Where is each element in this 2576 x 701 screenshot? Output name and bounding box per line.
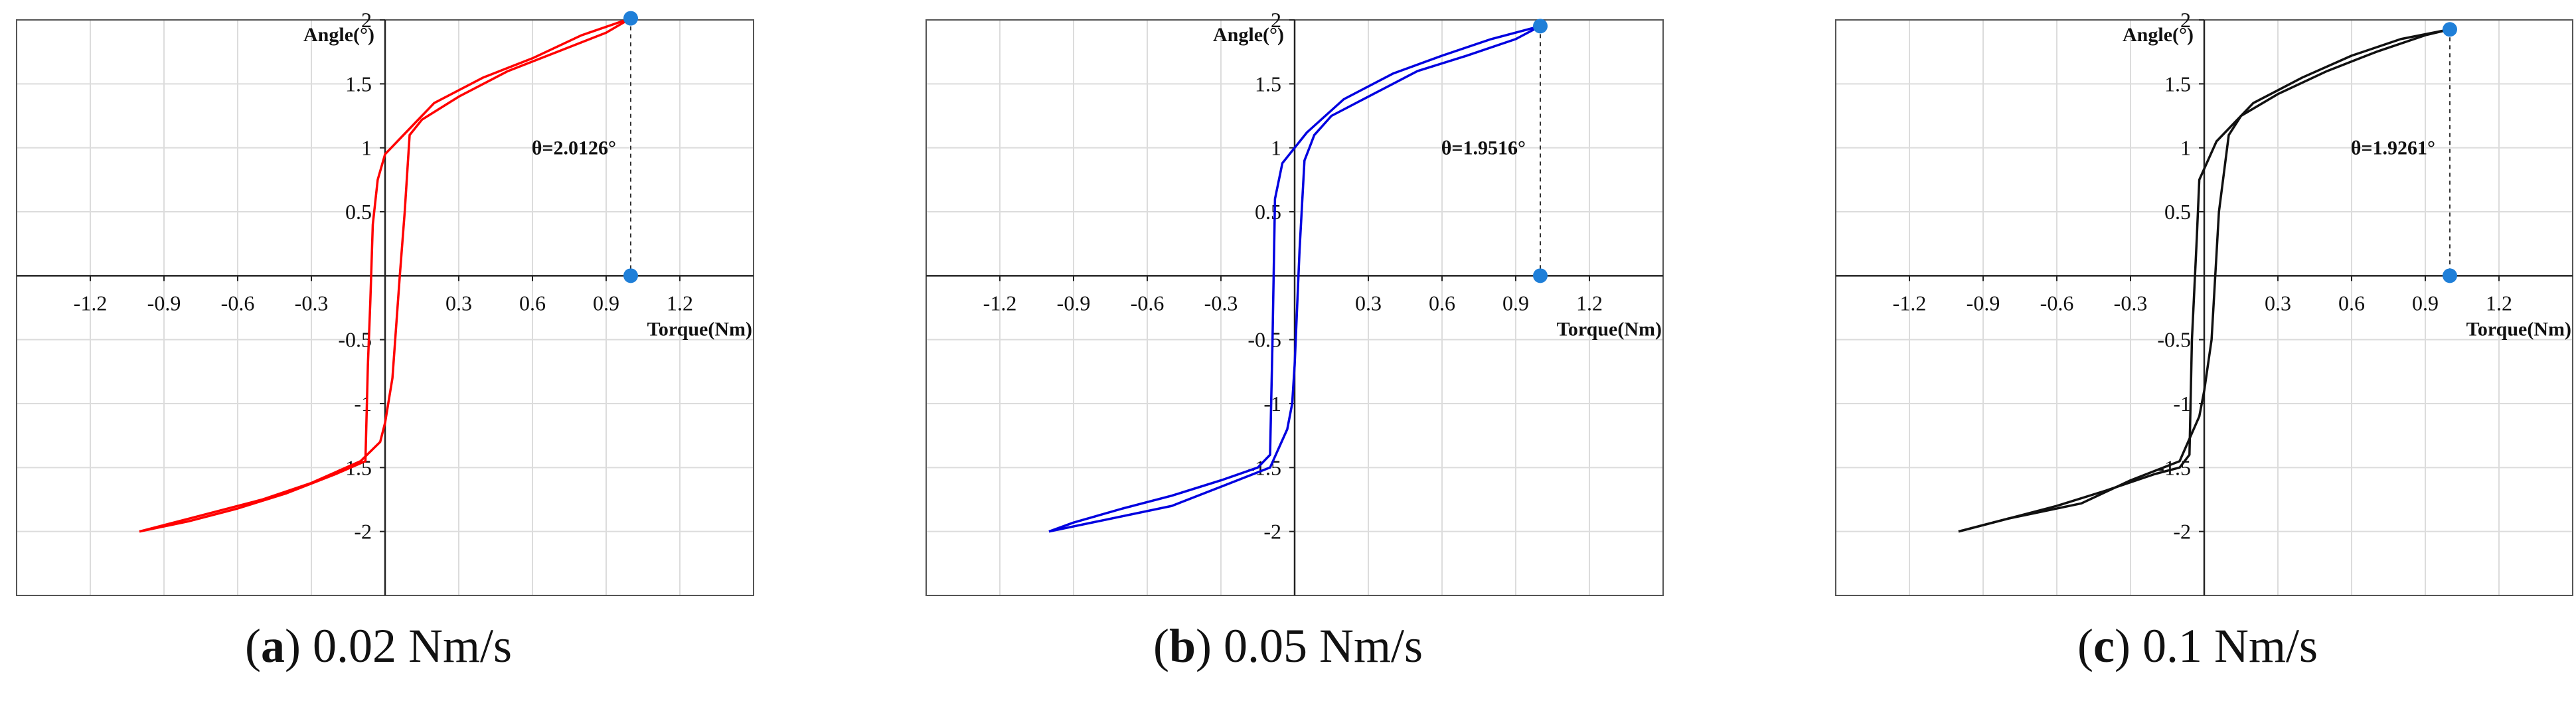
theta-annotation: θ=1.9516° [1441,137,1526,159]
x-axis-label: Torque(Nm) [1557,318,1662,340]
x-tick-label: 0.9 [1502,291,1529,315]
y-tick-label: 1.5 [2164,72,2191,96]
y-tick-label: -2 [2173,520,2191,544]
caption-b: (b) 0.05 Nm/s [1153,619,1423,672]
x-tick-label: -0.3 [2114,291,2148,315]
x-tick-label: -0.6 [221,291,255,315]
peak-projection-point [1533,268,1548,283]
y-tick-label: 0.5 [1255,200,1281,224]
theta-annotation: θ=1.9261° [2351,137,2435,159]
peak-point [1533,19,1548,34]
x-tick-label: 1.2 [667,291,693,315]
y-tick-label: 2 [2180,8,2191,32]
x-axis-label: Torque(Nm) [2466,318,2571,340]
x-tick-label: 0.3 [445,291,472,315]
x-tick-label: 0.6 [519,291,546,315]
x-tick-label: -0.9 [1057,291,1091,315]
caption-text: ) 0.02 Nm/s [284,619,512,672]
caption-a: (a) 0.02 Nm/s [245,619,512,672]
series-line-loading [1958,28,2451,533]
x-tick-label: -0.9 [147,291,181,315]
y-tick-label: -2 [354,520,372,544]
panel-b: -1.2 -0.9 -0.6 -0.3 0.3 0.6 0.9 1.2 -2 -1.5 -1 -0.5… [910,0,1666,701]
chart-a: -1.2 -0.9 -0.6 -0.3 0.3 0.6 0.9 1.2 -2 -1.5 -1 -0.5… [16,8,754,596]
peak-projection-point [623,268,638,283]
x-tick-label: -1.2 [74,291,108,315]
y-tick-label: -0.5 [338,328,372,352]
series-line-unloading [139,17,631,533]
x-tick-label: 0.3 [1355,291,1382,315]
theta-annotation: θ=2.0126° [532,137,616,159]
y-tick-label: 1 [361,136,372,160]
panel-c: -1.2 -0.9 -0.6 -0.3 0.3 0.6 0.9 1.2 -2 -1.5 -1 -0.5… [1819,0,2576,701]
x-tick-label: 0.9 [593,291,619,315]
chart-c: -1.2 -0.9 -0.6 -0.3 0.3 0.6 0.9 1.2-2-1.5-1-0.5… [1835,8,2573,596]
panel-a: -1.2 -0.9 -0.6 -0.3 0.3 0.6 0.9 1.2 -2 -1.5 -1 -0.5… [0,0,757,701]
caption-letter: b [1168,619,1196,672]
y-tick-label: -1 [2173,392,2191,416]
x-tick-label: 0.9 [2412,291,2439,315]
x-tick-label: 0.6 [1429,291,1455,315]
series-line-unloading [1048,25,1541,533]
y-tick-label: -1 [1263,392,1281,416]
peak-point [623,11,638,26]
y-tick-label: 1.5 [345,72,372,96]
x-tick-label: -1.2 [983,291,1017,315]
y-tick-label: -1.5 [338,455,372,479]
caption-text: ) 0.1 Nm/s [2114,619,2318,672]
peak-point [2443,22,2457,37]
y-tick-label: 1.5 [1255,72,1281,96]
y-tick-label: -0.5 [1248,328,1281,352]
y-tick-label: 0.5 [345,200,372,224]
caption-letter: c [2093,619,2115,672]
x-tick-label: -0.6 [2040,291,2074,315]
y-tick-label: 0.5 [2164,200,2191,224]
chart-b: -1.2 -0.9 -0.6 -0.3 0.3 0.6 0.9 1.2-2-1.5-1-0.5… [926,8,1664,596]
x-tick-label: -0.6 [1131,291,1165,315]
x-axis-label: Torque(Nm) [647,318,752,340]
caption-c: (c) 0.1 Nm/s [2077,619,2318,672]
y-tick-label: 2 [1271,8,1281,32]
x-tick-label: 0.6 [2338,291,2365,315]
y-tick-label: 2 [361,8,372,32]
y-tick-label: -0.5 [2157,328,2191,352]
y-axis-label: Angle(°) [303,24,374,46]
x-tick-label: -0.3 [1204,291,1238,315]
y-tick-label: -2 [1263,520,1281,544]
caption-letter: a [260,619,285,672]
caption-text: ) 0.05 Nm/s [1196,619,1423,672]
y-axis-label: Angle(°) [1213,24,1284,46]
series-line-unloading [1958,28,2451,533]
y-tick-label: 1 [2180,136,2191,160]
x-tick-label: 1.2 [1576,291,1603,315]
y-tick-label: -1 [354,392,372,416]
peak-projection-point [2443,268,2457,283]
x-tick-label: -0.9 [1967,291,2000,315]
x-tick-label: -0.3 [295,291,329,315]
series-line-loading [1048,25,1541,533]
y-axis-label: Angle(°) [2123,24,2194,46]
series-line-loading [139,17,631,533]
x-tick-label: 1.2 [2486,291,2512,315]
x-tick-label: -1.2 [1893,291,1927,315]
x-tick-label: 0.3 [2265,291,2291,315]
y-tick-label: 1 [1271,136,1281,160]
